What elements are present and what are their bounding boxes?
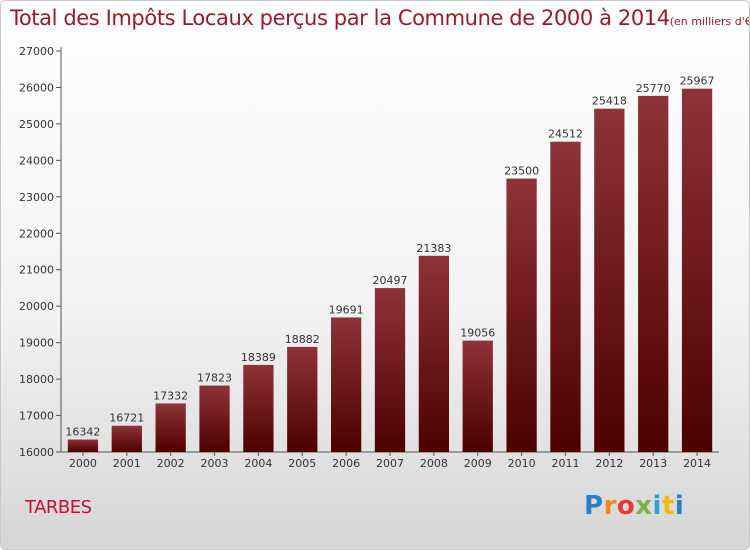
x-tick-label: 2007 — [376, 457, 404, 470]
bar — [594, 108, 625, 453]
logo-letter: i — [674, 491, 685, 521]
bar — [550, 141, 581, 452]
logo-letter: t — [661, 491, 675, 521]
x-tick-label: 2008 — [420, 457, 448, 470]
y-tick-label: 22000 — [19, 227, 54, 240]
bar — [199, 385, 230, 452]
bar-value-label: 19056 — [460, 327, 495, 340]
x-tick-label: 2000 — [69, 457, 97, 470]
bar — [111, 425, 142, 452]
bar-value-label: 25418 — [592, 95, 627, 108]
x-tick-label: 2005 — [288, 457, 316, 470]
bar-value-label: 16721 — [109, 412, 144, 425]
bar — [287, 346, 318, 452]
bar — [418, 255, 450, 452]
bar-value-label: 19691 — [329, 303, 364, 316]
y-tick-label: 25000 — [19, 118, 54, 131]
bar-value-label: 18882 — [285, 333, 320, 346]
bar-value-label: 20497 — [373, 274, 408, 287]
y-tick-label: 21000 — [19, 264, 54, 277]
logo-letter: P — [584, 491, 604, 521]
x-tick-label: 2011 — [551, 457, 579, 470]
bar — [506, 178, 537, 452]
y-tick-label: 24000 — [19, 154, 54, 167]
logo-letter: i — [652, 491, 662, 521]
bar-value-label: 24512 — [548, 128, 583, 141]
x-tick-label: 2012 — [595, 457, 623, 470]
y-tick-label: 18000 — [19, 373, 54, 386]
x-tick-label: 2009 — [464, 457, 492, 470]
bar-value-label: 23500 — [504, 165, 539, 178]
x-tick-label: 2001 — [113, 457, 141, 470]
x-tick-label: 2002 — [157, 457, 185, 470]
y-tick-label: 27000 — [19, 45, 54, 58]
logo-letter: x — [635, 491, 653, 521]
proxiti-logo[interactable]: Proxiti — [584, 491, 684, 521]
bar-value-label: 18389 — [241, 351, 276, 364]
unit-text: (en milliers d'€) — [669, 15, 750, 28]
bar-value-label: 25770 — [636, 82, 671, 95]
x-tick-label: 2014 — [683, 457, 711, 470]
y-tick-label: 19000 — [19, 337, 54, 350]
y-tick-label: 20000 — [19, 300, 54, 313]
commune-name: TARBES — [25, 497, 92, 518]
bar — [374, 288, 406, 452]
bar-value-label: 17332 — [153, 389, 188, 402]
x-tick-label: 2004 — [244, 457, 272, 470]
bar — [67, 439, 99, 452]
bar — [681, 88, 713, 453]
bar — [638, 95, 669, 453]
bar-value-label: 16342 — [65, 426, 100, 439]
x-tick-label: 2003 — [201, 457, 229, 470]
bar — [155, 403, 186, 452]
bar — [462, 340, 493, 452]
bar-value-label: 17823 — [197, 372, 232, 385]
x-tick-label: 2013 — [639, 457, 667, 470]
chart-title: Total des Impôts Locaux perçus par la Co… — [10, 6, 750, 30]
y-tick-label: 16000 — [19, 446, 54, 459]
bar-value-label: 25967 — [680, 75, 715, 88]
bar — [330, 317, 362, 452]
y-tick-label: 26000 — [19, 81, 54, 94]
title-text: Total des Impôts Locaux perçus par la Co… — [10, 6, 670, 30]
x-tick-label: 2006 — [332, 457, 360, 470]
logo-letter: o — [616, 491, 636, 521]
y-tick-label: 23000 — [19, 191, 54, 204]
logo-letter: r — [603, 491, 617, 521]
x-tick-label: 2010 — [508, 457, 536, 470]
bar-value-label: 21383 — [416, 242, 451, 255]
y-tick-label: 17000 — [19, 410, 54, 423]
bar — [243, 364, 274, 452]
